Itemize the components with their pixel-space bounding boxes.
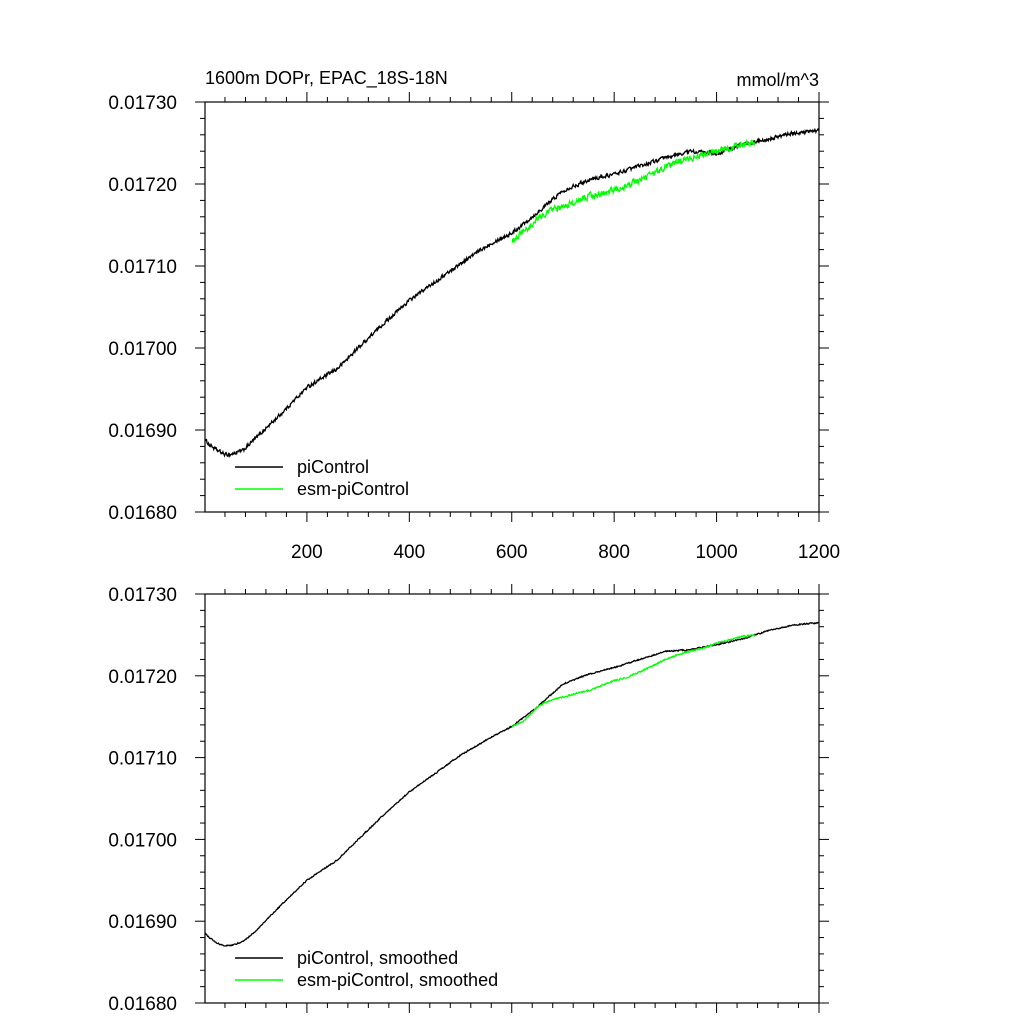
legend-label: piControl [297,457,369,477]
y-tick-label: 0.01730 [108,93,177,114]
x-tick-label: 1200 [798,542,840,563]
y-tick-label: 0.01680 [108,503,177,524]
chart-panel-1: 0.01680 0.01690 0.01700 0.01710 0.01720 0.017… [108,68,840,563]
x-tick-label: 600 [496,542,528,563]
series-line-esm-picontrol [511,138,756,244]
y-tick-label: 0.01710 [108,257,177,278]
chart-title-left: 1600m DOPr, EPAC_18S-18N [205,68,448,89]
x-tick-label: 1000 [695,542,737,563]
y-tick-label: 0.01700 [108,830,177,851]
y-tick-label: 0.01690 [108,912,177,933]
chart-title-right: mmol/m^3 [737,70,819,90]
chart-panel-2: 0.01680 0.01690 0.01700 0.01710 0.01720 0.017… [108,584,829,1015]
plot-frame [204,101,820,513]
y-tick-label: 0.01690 [108,421,177,442]
series-line-esm-picontrol-smoothed [511,634,756,728]
x-tick-label: 200 [291,542,323,563]
legend-label: piControl, smoothed [297,948,458,968]
y-tick-label: 0.01730 [108,585,177,606]
y-tick-label: 0.01680 [108,994,177,1015]
y-tick-label: 0.01720 [108,175,177,196]
series-line-picontrol [204,127,820,459]
legend-label: esm-piControl, smoothed [297,970,498,990]
series-line-picontrol-smoothed [204,621,820,947]
y-tick-label: 0.01720 [108,667,177,688]
x-tick-label: 400 [393,542,425,563]
x-tick-label: 800 [598,542,630,563]
plot-frame [204,593,820,1004]
y-tick-label: 0.01710 [108,749,177,770]
y-tick-label: 0.01700 [108,339,177,360]
legend-label: esm-piControl [297,479,409,499]
